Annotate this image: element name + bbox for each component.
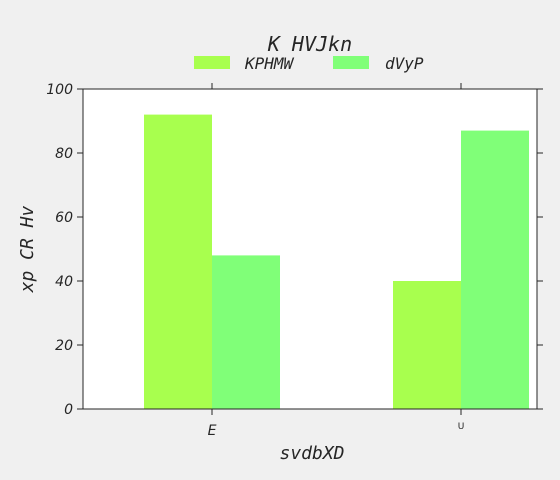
plot-frame	[82, 88, 538, 410]
bar-series-1-e	[144, 114, 212, 409]
legend-label-series-2: dVyP	[385, 54, 424, 73]
x-tick-label: E	[208, 423, 217, 439]
bar-series-2-e	[212, 255, 280, 409]
x-axis-label: svdbXD	[279, 443, 344, 464]
legend-swatch-series-2	[333, 56, 369, 69]
y-tick-label: 0	[64, 402, 73, 418]
chart-title: K HVJkn	[267, 32, 352, 56]
legend-swatch-series-1	[194, 56, 230, 69]
legend-label-series-1: KPHMW	[244, 54, 295, 73]
y-tick-label: 80	[55, 146, 73, 162]
bar-series-2-u	[461, 130, 529, 409]
y-axis-label: xp CR Hv	[17, 205, 38, 293]
y-tick-label: 20	[55, 338, 73, 354]
x-tick-label: U	[458, 422, 465, 432]
y-tick-label: 60	[55, 210, 73, 226]
bar-series-1-u	[393, 281, 461, 409]
y-tick-label: 40	[55, 274, 73, 290]
legend: KPHMW dVyP	[194, 54, 424, 73]
y-tick-label: 100	[46, 82, 73, 98]
